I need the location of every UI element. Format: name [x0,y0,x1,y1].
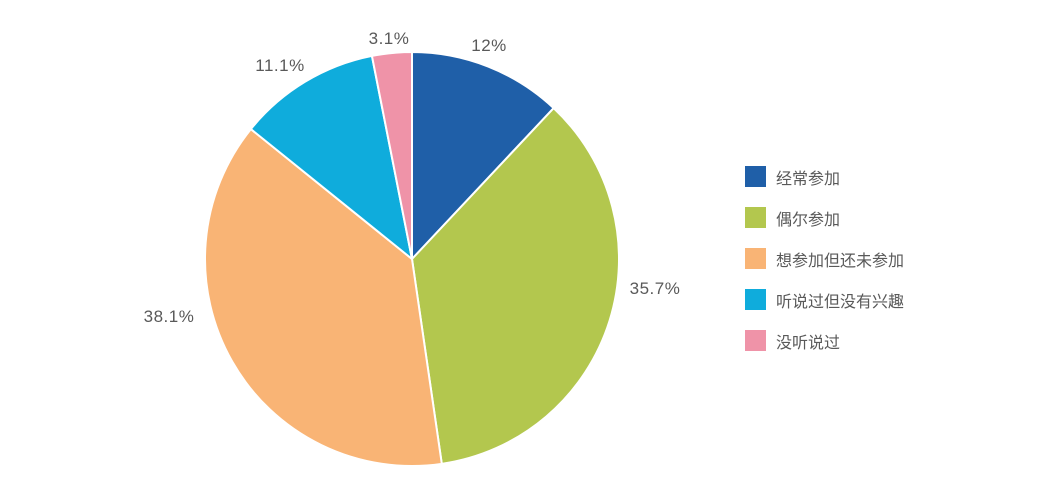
legend: 经常参加 偶尔参加 想参加但还未参加 听说过但没有兴趣 没听说过 [745,166,904,371]
legend-swatch [745,248,766,269]
legend-swatch [745,330,766,351]
legend-item: 听说过但没有兴趣 [745,289,905,311]
legend-item: 想参加但还未参加 [745,248,905,270]
pie-slice [249,54,413,260]
legend-label: 听说过但没有兴趣 [776,293,905,311]
slice-value-label: 12% [471,36,507,55]
legend-label: 没听说过 [776,334,841,352]
legend-item: 偶尔参加 [745,207,904,229]
pie-slice [411,51,555,260]
legend-label: 偶尔参加 [776,211,841,229]
slice-value-label: 38.1% [143,307,195,326]
legend-swatch [745,166,766,187]
legend-item: 没听说过 [745,330,904,352]
legend-item: 经常参加 [745,166,904,188]
legend-label: 想参加但还未参加 [776,252,905,270]
pie-slice [204,128,443,467]
legend-swatch [745,207,766,228]
slice-value-label: 11.1% [255,56,305,75]
pie-slice [411,107,620,465]
slice-value-label: 35.7% [629,279,681,298]
slice-value-label: 3.1% [368,29,410,48]
pie-slice [370,51,413,260]
legend-swatch [745,289,766,310]
legend-label: 经常参加 [776,170,841,188]
